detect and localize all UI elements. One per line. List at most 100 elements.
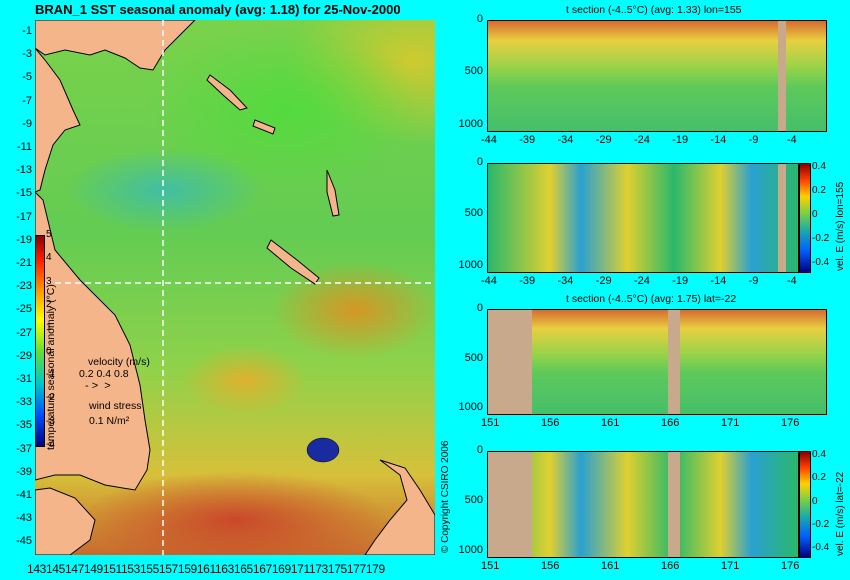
latitude-tick: -35 xyxy=(16,419,32,432)
longitude-tick: 166 xyxy=(661,560,680,572)
longitude-tick: 151 xyxy=(481,417,500,429)
latitude-tick: -33 xyxy=(16,396,32,409)
longitude-tick: 171 xyxy=(721,417,740,429)
colorbar-tick: -3 xyxy=(46,415,55,427)
new-zealand xyxy=(364,459,435,555)
solomon-islands xyxy=(206,74,248,111)
map-overlay xyxy=(35,20,435,555)
latitude-tick: -37 xyxy=(16,442,32,455)
latitude-tick: -19 xyxy=(672,275,689,287)
land-mask xyxy=(488,310,532,414)
velocity-colorbar-tick: -0.2 xyxy=(812,233,830,244)
velocity-colorbar-label: vel. E (m/s) lon=155 xyxy=(835,181,846,271)
latitude-tick: -9 xyxy=(748,275,759,287)
latitude-tick: -39 xyxy=(16,465,32,478)
velocity-section[interactable] xyxy=(487,451,799,558)
velocity-legend-arrows: - > > xyxy=(85,380,111,392)
longitude-tick: 166 xyxy=(661,417,680,429)
latitude-tick: -11 xyxy=(16,141,32,153)
longitude-tick: 156 xyxy=(541,560,560,572)
new-caledonia xyxy=(266,239,320,285)
latitude-tick: -14 xyxy=(710,134,727,146)
solomon-islands-east xyxy=(252,119,276,135)
latitude-tick: -39 xyxy=(519,134,536,146)
depth-tick: 500 xyxy=(464,494,483,506)
temperature-section[interactable] xyxy=(487,20,827,132)
latitude-tick: -21 xyxy=(16,257,32,269)
latitude-tick: -31 xyxy=(16,373,32,385)
colorbar-tick: 3 xyxy=(46,275,52,287)
velocity-colorbar-tick: 0 xyxy=(812,209,818,220)
velocity-colorbar xyxy=(799,451,811,558)
depth-tick: 500 xyxy=(464,351,483,364)
land-mask xyxy=(778,21,786,131)
depth-tick: 0 xyxy=(476,444,483,456)
depth-tick: 1000 xyxy=(458,117,483,130)
land-mask xyxy=(668,310,680,414)
latitude-tick: -15 xyxy=(16,187,32,200)
latitude-tick: -7 xyxy=(22,94,32,107)
colorbar-tick: -1 xyxy=(46,369,55,380)
latitude-tick: -4 xyxy=(786,134,797,146)
depth-tick: 0 xyxy=(476,13,483,25)
latitude-tick: -9 xyxy=(22,117,32,130)
longitude-tick: 156 xyxy=(541,417,560,429)
velocity-colorbar-tick: 0.4 xyxy=(812,449,826,460)
section-title: t section (-4..5°C) (avg: 1.33) lon=155 xyxy=(566,4,742,16)
latitude-tick: -4 xyxy=(786,275,797,287)
latitude-tick: -27 xyxy=(16,326,32,339)
velocity-colorbar-tick: -0.2 xyxy=(812,519,830,530)
colorbar-tick: 1 xyxy=(46,322,52,334)
land-mask xyxy=(778,164,786,272)
colorbar-tick: 0 xyxy=(46,345,52,357)
wind-stress-scale: 0.1 N/m² xyxy=(89,415,130,427)
land-mask xyxy=(668,452,680,557)
depth-tick: 0 xyxy=(476,302,483,314)
depth-tick: 1000 xyxy=(458,544,483,556)
latitude-tick: -44 xyxy=(481,134,497,146)
longitude-tick: 151 xyxy=(481,560,500,572)
velocity-section[interactable] xyxy=(487,163,799,273)
temperature-section[interactable] xyxy=(487,309,827,415)
new-guinea-landmass xyxy=(35,20,196,71)
longitude-tick: 176 xyxy=(781,417,800,429)
latitude-tick: -17 xyxy=(16,210,32,223)
longitude-tick: 176 xyxy=(781,560,800,572)
latitude-tick: -43 xyxy=(16,512,32,525)
longitude-axis: 1431451471491511531551571591611631651671… xyxy=(27,562,385,576)
latitude-tick: -3 xyxy=(22,48,32,61)
velocity-colorbar-tick: 0.4 xyxy=(812,161,826,172)
sst-anomaly-map[interactable]: 5 4 3 2 1 0 -1 -2 -3 -4 temperature seasonal anom… xyxy=(35,20,435,555)
latitude-tick: -34 xyxy=(557,134,574,146)
longitude-tick: 161 xyxy=(601,417,620,429)
vanuatu xyxy=(326,169,340,217)
latitude-tick: -29 xyxy=(595,134,612,146)
velocity-legend-label: velocity (m/s) xyxy=(88,356,150,368)
velocity-colorbar xyxy=(799,163,811,273)
latitude-tick: -24 xyxy=(633,134,650,146)
latitude-tick: -39 xyxy=(519,275,536,287)
depth-tick: 1000 xyxy=(458,258,483,271)
cold-eddy xyxy=(306,437,340,463)
section-title: t section (-4..5°C) (avg: 1.75) lat=-22 xyxy=(566,293,737,305)
latitude-tick: -9 xyxy=(748,134,759,146)
latitude-tick: -25 xyxy=(16,303,32,316)
latitude-tick: -14 xyxy=(710,275,727,287)
land-mask xyxy=(488,452,532,557)
depth-tick: 1000 xyxy=(458,401,483,414)
colorbar-ticks: 5 4 3 2 1 0 -1 -2 -3 -4 xyxy=(46,229,66,450)
colorbar-tick: 5 xyxy=(46,229,52,240)
latitude-tick: -34 xyxy=(557,275,574,287)
temperature-colorbar xyxy=(35,235,45,447)
latitude-tick: -19 xyxy=(16,233,32,246)
cape-york-landmass xyxy=(35,47,81,193)
australia-landmass xyxy=(35,191,151,491)
velocity-colorbar-label: vel. E (m/s) lat=-22 xyxy=(835,471,846,556)
velocity-colorbar-tick: 0 xyxy=(812,495,818,507)
latitude-tick: -23 xyxy=(16,280,32,293)
velocity-colorbar-tick: -0.4 xyxy=(812,257,830,268)
depth-tick: 500 xyxy=(464,207,483,220)
velocity-legend-scale: 0.2 0.4 0.8 xyxy=(79,368,129,380)
colorbar-tick: 4 xyxy=(46,252,52,264)
latitude-tick: -13 xyxy=(16,164,32,177)
